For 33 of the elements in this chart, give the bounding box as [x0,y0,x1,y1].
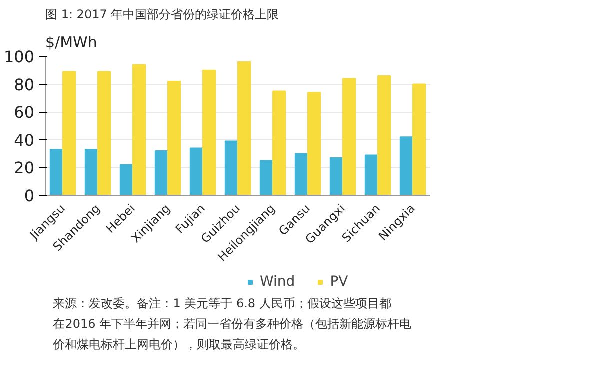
bar [272,90,286,196]
bar [364,154,378,196]
chart-title: 图 1: 2017 年中国部分省份的绿证价格上限 [46,8,280,22]
bar [400,136,414,196]
y-tick-label: 60 [14,103,34,122]
bar [378,75,392,196]
bar [84,149,98,196]
bar [308,92,322,196]
bar [238,62,252,196]
y-tick-label: 20 [14,158,34,178]
bar [342,78,356,196]
bar [62,71,76,196]
bar [294,153,308,196]
y-axis-title: $/MWh [46,34,98,52]
legend-label: PV [330,274,350,290]
y-tick-label: 40 [14,130,34,150]
bar [412,84,426,196]
y-tick-label: 80 [14,75,34,94]
bar [50,149,64,196]
y-tick-label: 100 [4,48,35,66]
bar [154,150,168,196]
bar [224,140,238,196]
bar [120,164,134,196]
legend-label: Wind [260,274,296,290]
bar [98,71,112,196]
source-note: 来源：发改委。备注：1 美元等于 6.8 人民币；假设这些项目都在2016 年下半年并网；若同一省份有多种价格（包括新能源标杆电价和煤电标杆上网电价），则取最高绿证价格。 [52,296,412,352]
bar [260,160,274,196]
bar [168,81,182,196]
bar [330,157,344,196]
bar [132,64,146,196]
y-tick-label: 0 [24,186,35,206]
bar [202,70,216,196]
bar [190,148,204,196]
